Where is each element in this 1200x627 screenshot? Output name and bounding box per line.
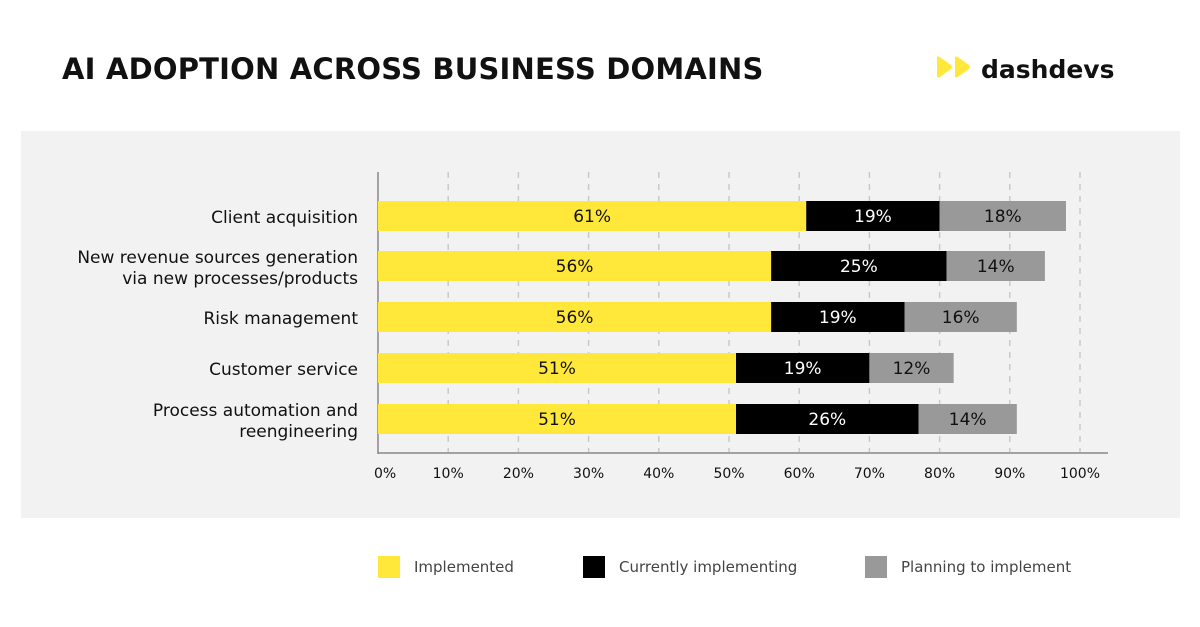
data-label: 51% bbox=[538, 359, 576, 379]
data-label: 19% bbox=[854, 207, 892, 227]
category-label: Risk management bbox=[203, 309, 358, 329]
data-label: 25% bbox=[840, 257, 878, 277]
bar-segment bbox=[378, 404, 737, 434]
bar-segment bbox=[806, 201, 940, 231]
x-tick-label: 50% bbox=[713, 466, 744, 482]
category-label: Client acquisition bbox=[211, 208, 358, 228]
bar-segment bbox=[771, 302, 905, 332]
legend-label-planning: Planning to implement bbox=[901, 558, 1072, 576]
legend-swatch-planning bbox=[865, 556, 887, 578]
x-tick-label: 10% bbox=[433, 466, 464, 482]
logo-text: dashdevs bbox=[981, 55, 1115, 84]
data-label: 26% bbox=[808, 410, 846, 430]
data-label: 19% bbox=[819, 308, 857, 328]
category-label: reengineering bbox=[239, 422, 358, 442]
bar-segment bbox=[736, 404, 919, 434]
bar-segment bbox=[378, 251, 772, 281]
bar-segment bbox=[736, 353, 870, 383]
brand-logo[interactable]: dashdevs bbox=[935, 55, 1114, 84]
legend-item-currently-implementing: Currently implementing bbox=[583, 556, 797, 578]
legend-label-currently-implementing: Currently implementing bbox=[619, 558, 798, 576]
bar-segment bbox=[918, 404, 1017, 434]
data-label: 56% bbox=[556, 308, 594, 328]
x-tick-label: 30% bbox=[573, 466, 604, 482]
bar-segment bbox=[939, 201, 1066, 231]
bar-segment bbox=[378, 302, 772, 332]
legend-label-implemented: Implemented bbox=[414, 558, 514, 576]
category-label: Process automation and bbox=[153, 401, 358, 421]
category-label: New revenue sources generation bbox=[77, 248, 358, 268]
bar-segment bbox=[869, 353, 954, 383]
data-label: 16% bbox=[942, 308, 980, 328]
data-label: 51% bbox=[538, 410, 576, 430]
legend-item-planning: Planning to implement bbox=[865, 556, 1071, 578]
data-label: 19% bbox=[784, 359, 822, 379]
chart-legend: Implemented Currently implementing Plann… bbox=[0, 556, 1200, 580]
data-label: 12% bbox=[893, 359, 931, 379]
category-label: via new processes/products bbox=[122, 269, 358, 289]
bar-segment bbox=[946, 251, 1045, 281]
data-label: 14% bbox=[949, 410, 987, 430]
legend-swatch-implemented bbox=[378, 556, 400, 578]
x-tick-label: 20% bbox=[503, 466, 534, 482]
x-tick-label: 60% bbox=[784, 466, 815, 482]
bar-segment bbox=[904, 302, 1017, 332]
data-label: 61% bbox=[573, 207, 611, 227]
category-label: Customer service bbox=[209, 360, 358, 380]
data-label: 14% bbox=[977, 257, 1015, 277]
legend-item-implemented: Implemented bbox=[378, 556, 514, 578]
x-tick-label: 0% bbox=[374, 466, 396, 482]
chart-title: AI ADOPTION ACROSS BUSINESS DOMAINS bbox=[62, 52, 764, 86]
x-tick-label: 90% bbox=[994, 466, 1025, 482]
bar-segment bbox=[378, 353, 737, 383]
data-label: 18% bbox=[984, 207, 1022, 227]
x-tick-label: 100% bbox=[1060, 466, 1100, 482]
bar-segment bbox=[378, 201, 807, 231]
data-label: 56% bbox=[556, 257, 594, 277]
bar-segment bbox=[771, 251, 947, 281]
x-tick-label: 40% bbox=[643, 466, 674, 482]
legend-swatch-currently-implementing bbox=[583, 556, 605, 578]
double-play-icon bbox=[935, 55, 973, 84]
x-tick-label: 70% bbox=[854, 466, 885, 482]
x-tick-label: 80% bbox=[924, 466, 955, 482]
